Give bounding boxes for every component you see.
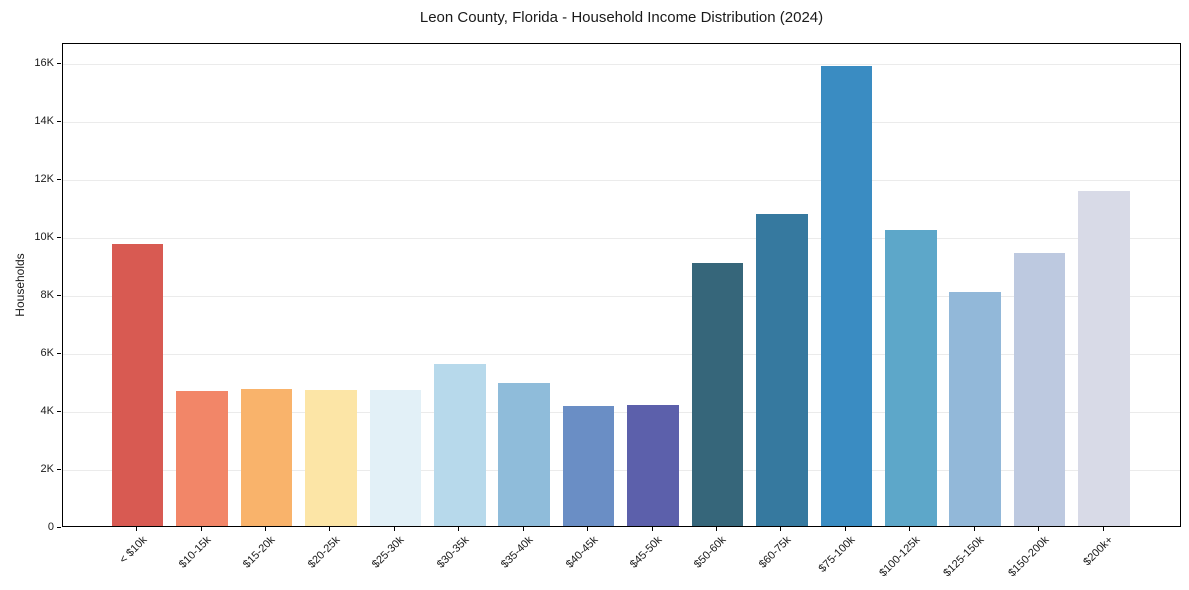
gridline <box>63 411 1180 413</box>
x-tick-label: $50-60k <box>692 534 729 571</box>
y-tick-label: 2K <box>40 462 54 475</box>
y-tick-mark <box>57 237 61 239</box>
x-tick-mark <box>393 527 395 531</box>
y-tick-mark <box>57 352 61 354</box>
bar-$75-100k <box>820 66 873 526</box>
bar-$45-50k <box>627 405 679 526</box>
y-tick-label: 14K <box>34 115 54 128</box>
bar-$15-20k <box>240 388 293 526</box>
y-tick-label: 12K <box>34 173 54 186</box>
x-tick-mark <box>909 527 911 531</box>
x-tick-mark <box>587 527 589 531</box>
x-tick-mark <box>1038 527 1040 531</box>
gridline <box>63 295 1180 297</box>
x-tick-mark <box>136 527 138 531</box>
bar-$200k+ <box>1078 191 1130 526</box>
x-tick-label: $30-35k <box>434 534 472 571</box>
bar-$125-150k <box>949 291 1001 526</box>
y-tick-label: 6K <box>40 346 54 359</box>
x-tick-mark <box>264 527 266 531</box>
x-tick-mark <box>458 527 460 531</box>
y-tick-label: 0 <box>47 520 54 533</box>
y-tick-mark <box>57 294 61 296</box>
x-tick-mark <box>973 527 975 531</box>
y-tick-mark <box>57 526 61 528</box>
gridline <box>63 238 1180 240</box>
bar-$60-75k <box>756 213 808 526</box>
x-tick-mark <box>329 527 331 531</box>
x-tick-label: $75-100k <box>816 534 858 575</box>
gridline <box>63 469 1180 471</box>
x-tick-label: $45-50k <box>627 534 665 571</box>
y-tick-mark <box>57 121 61 123</box>
x-tick-label: $60-75k <box>756 534 794 571</box>
bar-$150-200k <box>1013 252 1066 526</box>
y-tick-label: 8K <box>40 288 54 301</box>
x-tick-label: $10-15k <box>176 534 214 571</box>
x-tick-mark <box>200 527 202 531</box>
bar-$30-35k <box>434 363 486 526</box>
x-tick-label: < $10k <box>117 534 150 567</box>
gridline <box>63 64 1180 66</box>
bar-$50-60k <box>691 262 744 526</box>
y-tick-mark <box>57 179 61 181</box>
y-tick-label: 16K <box>34 57 54 70</box>
x-tick-label: $25-30k <box>370 534 407 571</box>
y-axis-label: Households <box>13 253 27 317</box>
x-tick-mark <box>522 527 524 531</box>
plot-area <box>62 43 1181 527</box>
x-tick-label: $125-150k <box>941 534 987 580</box>
y-tick-label: 4K <box>40 404 54 417</box>
x-tick-mark <box>780 527 782 531</box>
x-tick-mark <box>651 527 653 531</box>
chart-title: Leon County, Florida - Household Income … <box>419 9 824 26</box>
gridline <box>63 353 1180 355</box>
y-tick-mark <box>57 410 61 412</box>
x-tick-label: $15-20k <box>241 534 278 571</box>
x-tick-label: $150-200k <box>1005 534 1052 580</box>
gridline <box>63 180 1180 182</box>
x-tick-label: $200k+ <box>1081 534 1116 569</box>
gridline <box>63 122 1180 124</box>
x-tick-label: $35-40k <box>499 534 536 571</box>
y-tick-label: 10K <box>34 231 54 244</box>
y-tick-mark <box>57 468 61 470</box>
bar-$25-30k <box>369 389 422 526</box>
x-tick-label: $20-25k <box>305 534 343 571</box>
bar-$35-40k <box>498 382 550 526</box>
x-tick-mark <box>715 527 717 531</box>
y-tick-mark <box>57 63 61 65</box>
bar-$100-125k <box>885 229 937 526</box>
bar-< $10k <box>111 243 164 526</box>
x-tick-mark <box>844 527 846 531</box>
x-tick-mark <box>1102 527 1104 531</box>
bar-$20-25k <box>305 389 357 526</box>
x-tick-label: $40-45k <box>563 534 601 571</box>
bar-$40-45k <box>562 405 615 526</box>
x-tick-label: $100-125k <box>876 534 923 580</box>
bar-$10-15k <box>176 390 228 526</box>
